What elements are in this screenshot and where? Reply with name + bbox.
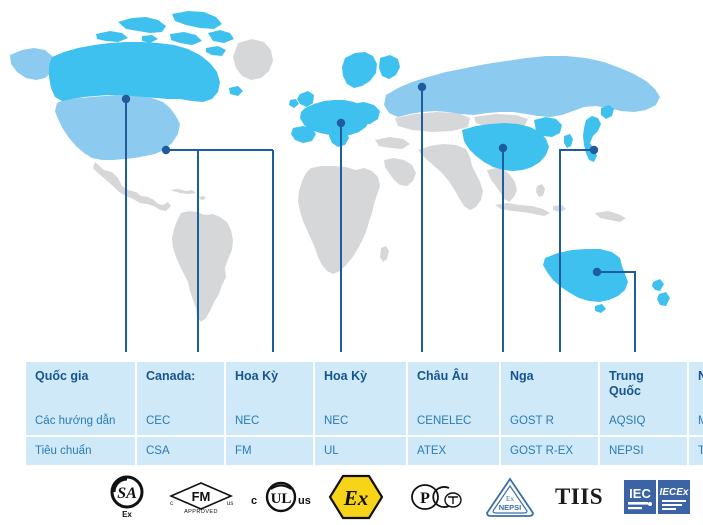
col-header-usa-1: Hoa Kỳ bbox=[225, 362, 315, 407]
svg-text:APPROVED: APPROVED bbox=[184, 509, 218, 515]
col-header-country: Quốc gia bbox=[26, 362, 137, 407]
standards-table: Quốc gia Canada: Hoa Kỳ Hoa Kỳ Châu Âu N… bbox=[26, 362, 703, 465]
cell-standards-russia: GOST R-EX bbox=[500, 435, 600, 465]
iec-iecex-logo: IEC IECEx bbox=[622, 472, 692, 522]
tiis-logo-text: TIIS bbox=[554, 484, 604, 509]
fm-approved-logo: FM c us APPROVED bbox=[164, 472, 238, 522]
map-primary-highlight-regions bbox=[49, 11, 670, 313]
map-pointer-dots bbox=[121, 82, 602, 277]
cell-guidelines-usa-2: NEC bbox=[314, 406, 408, 437]
svg-text:NEPSI: NEPSI bbox=[499, 503, 522, 512]
svg-text:FM: FM bbox=[192, 489, 211, 504]
row-label-guidelines: Các hướng dẫn bbox=[26, 406, 137, 437]
pointer-dot-australia bbox=[592, 267, 602, 277]
pointer-dot-china bbox=[498, 143, 508, 153]
svg-text:IECEx: IECEx bbox=[660, 487, 689, 498]
cell-guidelines-usa-1: NEC bbox=[225, 406, 315, 437]
cell-guidelines-europe: CENELEC bbox=[407, 406, 501, 437]
pointer-line-japan bbox=[559, 149, 594, 352]
table-row: Tiêu chuẩn CSA FM UL ATEX GOST R-EX NEPS… bbox=[26, 435, 703, 465]
cell-standards-china: NEPSI bbox=[599, 435, 689, 465]
svg-text:Ex: Ex bbox=[506, 494, 515, 503]
pointer-line-australia bbox=[597, 271, 636, 352]
svg-text:Ex: Ex bbox=[122, 510, 132, 519]
certification-logo-strip: SA Ex FM c us APPROVED c UL us Εx bbox=[26, 472, 690, 522]
svg-text:IEC: IEC bbox=[629, 486, 651, 501]
cell-guidelines-china: AQSIQ bbox=[599, 406, 689, 437]
pointer-dot-europe bbox=[336, 118, 346, 128]
svg-text:Εx: Εx bbox=[343, 486, 369, 510]
svg-text:P: P bbox=[420, 490, 430, 507]
pointer-dot-japan bbox=[589, 145, 599, 155]
csa-ex-logo: SA Ex bbox=[100, 472, 154, 522]
svg-text:us: us bbox=[298, 495, 311, 507]
cell-standards-japan: TIIS bbox=[688, 435, 703, 465]
cul-us-logo: c UL us bbox=[248, 472, 314, 522]
cell-standards-usa-2: UL bbox=[314, 435, 408, 465]
table-row: Các hướng dẫn CEC NEC NEC CENELEC GOST R… bbox=[26, 406, 703, 437]
cell-standards-europe: ATEX bbox=[407, 435, 501, 465]
map-inactive-regions bbox=[93, 39, 626, 322]
nepsi-ex-logo: Ex NEPSI bbox=[482, 472, 538, 522]
map-pointer-lines bbox=[125, 87, 636, 352]
col-header-china: Trung Quốc bbox=[599, 362, 689, 407]
cell-standards-canada: CSA bbox=[136, 435, 226, 465]
pointer-dot-usa bbox=[161, 145, 171, 155]
pointer-dot-canada bbox=[121, 94, 131, 104]
svg-text:UL: UL bbox=[271, 491, 292, 507]
row-label-standards: Tiêu chuẩn bbox=[26, 435, 137, 465]
cell-guidelines-canada: CEC bbox=[136, 406, 226, 437]
map-secondary-highlight-regions bbox=[10, 48, 660, 160]
world-map-diagram bbox=[10, 11, 670, 352]
world-map-svg bbox=[10, 11, 670, 352]
pct-gost-logo: P bbox=[408, 472, 466, 522]
pointer-dot-russia bbox=[417, 82, 427, 92]
col-header-europe: Châu Âu bbox=[407, 362, 501, 407]
svg-text:c: c bbox=[170, 501, 173, 507]
cell-standards-usa-1: FM bbox=[225, 435, 315, 465]
svg-text:c: c bbox=[251, 495, 257, 507]
tiis-logo: TIIS bbox=[548, 472, 610, 522]
atex-ex-logo: Εx bbox=[326, 472, 386, 522]
cell-guidelines-japan: MHLW bbox=[688, 406, 703, 437]
svg-text:us: us bbox=[227, 501, 233, 507]
col-header-japan: Nhật bản bbox=[688, 362, 703, 407]
cell-guidelines-russia: GOST R bbox=[500, 406, 600, 437]
table-header-row: Quốc gia Canada: Hoa Kỳ Hoa Kỳ Châu Âu N… bbox=[26, 362, 703, 407]
svg-text:SA: SA bbox=[117, 485, 137, 502]
col-header-russia: Nga bbox=[500, 362, 600, 407]
col-header-usa-2: Hoa Kỳ bbox=[314, 362, 408, 407]
col-header-canada: Canada: bbox=[136, 362, 226, 407]
